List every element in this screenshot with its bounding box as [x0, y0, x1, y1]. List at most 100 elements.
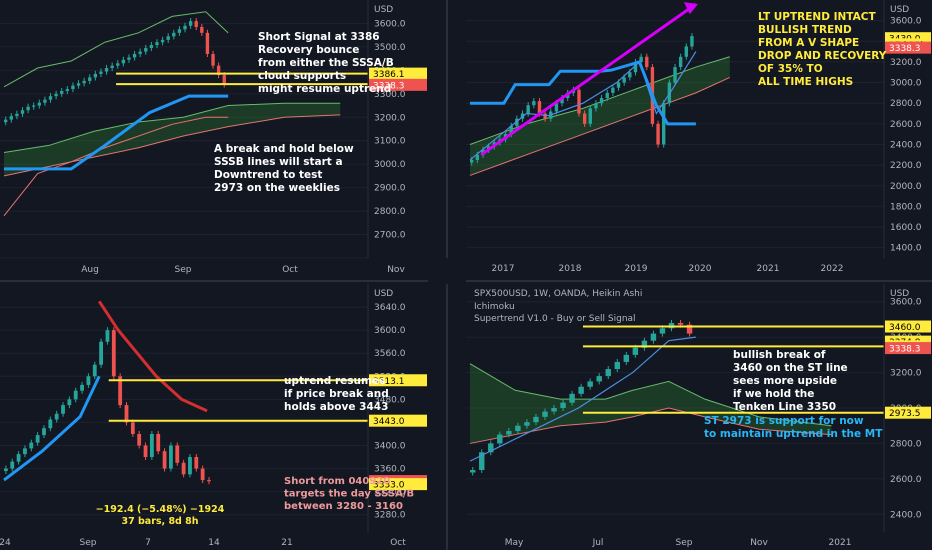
candle-body — [181, 462, 186, 475]
price-tag — [369, 67, 427, 80]
cloud-span-a — [3, 102, 341, 153]
candle-body — [582, 113, 587, 124]
candle-body — [124, 405, 129, 423]
candle-body — [506, 431, 512, 435]
candle-body — [475, 154, 480, 160]
candle-body — [678, 56, 683, 68]
candle-body — [222, 75, 226, 85]
candle-body — [172, 32, 176, 37]
y-tick-label: 3600.0 — [890, 298, 922, 308]
candle-body — [143, 445, 148, 458]
tenkan-line — [469, 336, 696, 462]
candle-body — [16, 454, 21, 462]
annotation-line: A break and hold below — [214, 143, 354, 155]
candle-body — [605, 369, 611, 377]
annotation-line: Tenken Line 3350 — [733, 401, 836, 413]
candle-body — [605, 92, 609, 99]
lower-band-line — [3, 116, 229, 217]
y-tick-label: 3500.0 — [374, 43, 406, 53]
candle-body — [479, 452, 485, 470]
candle-body — [554, 103, 559, 112]
ichimoku-cloud — [470, 363, 832, 444]
candle-body — [116, 63, 120, 66]
annotation-line: 3460 on the ST line — [733, 362, 848, 374]
x-tick-label: Aug — [81, 265, 99, 275]
candle-body — [118, 376, 123, 406]
candle-body — [32, 105, 36, 107]
y-tick-label: 2600.0 — [890, 120, 922, 130]
chart-title: SPX500USD, 1W, OANDA, Heikin Ashi — [474, 289, 642, 299]
candle-body — [641, 340, 648, 348]
candle-body — [551, 408, 557, 412]
candle-body — [650, 333, 657, 341]
candle-body — [211, 53, 215, 66]
x-tick-label: 7 — [145, 538, 151, 548]
price-tag — [885, 406, 931, 419]
annotation-line: −192.4 (−5.48%) −1924 — [96, 504, 225, 515]
candle-body — [543, 113, 547, 119]
candle-body — [54, 413, 59, 420]
x-tick-label: 14 — [208, 538, 220, 548]
y-unit-label: USD — [890, 289, 909, 299]
price-tag-label: 3338.3 — [889, 345, 921, 355]
candle-body — [9, 116, 13, 120]
candle-body — [93, 73, 98, 78]
price-tag — [885, 320, 931, 333]
tenkan-line — [469, 51, 697, 161]
x-tick-label: 2017 — [492, 264, 515, 274]
price-tag-label: 3443.0 — [373, 417, 405, 427]
price-tag — [885, 342, 931, 355]
annotation-line: DROP AND RECOVERY — [758, 50, 887, 62]
candle-body — [488, 443, 494, 453]
y-tick-label: 3400.0 — [374, 441, 406, 451]
annotation-line: sees more upside — [733, 375, 837, 387]
upper-band-line — [3, 11, 229, 88]
indicator-label: Supertrend V1.0 - Buy or Sell Signal — [474, 314, 636, 324]
candle-body — [105, 330, 110, 342]
annotation-line: Short from 040920 — [284, 476, 390, 487]
y-tick-label: 3640.0 — [374, 303, 406, 313]
candle-body — [155, 42, 159, 46]
price-tag — [369, 78, 427, 91]
annotation-line: between 3280 - 3160 — [284, 501, 403, 512]
candle-body — [29, 442, 34, 449]
ichimoku-cloud — [470, 56, 730, 176]
price-tag — [369, 374, 427, 387]
y-tick-label: 3320.0 — [374, 488, 406, 498]
candle-body — [656, 123, 660, 145]
candle-body — [121, 59, 126, 64]
candle-body — [596, 376, 602, 382]
annotation-line: cloud supports — [258, 70, 346, 82]
candle-body — [110, 65, 114, 69]
annotation-line: ALL TIME HIGHS — [758, 76, 853, 88]
y-tick-label: 1400.0 — [890, 244, 922, 254]
candle-body — [542, 411, 548, 417]
y-unit-label: USD — [374, 289, 393, 299]
price-tag-label: 3338.3 — [373, 81, 405, 91]
candle-body — [207, 480, 211, 482]
annotation-line: BULLISH TREND — [758, 24, 852, 36]
annotation-line: LT UPTREND INTACT — [758, 11, 876, 23]
y-tick-label: 3000.0 — [374, 160, 406, 170]
candle-body — [160, 39, 165, 43]
candle-body — [183, 25, 187, 30]
x-tick-label: 2021 — [829, 538, 852, 548]
candle-body — [622, 77, 626, 83]
annotation-line: SSSB lines will start a — [214, 156, 343, 168]
candle-body — [130, 422, 135, 434]
candle-body — [43, 99, 47, 103]
candle-body — [65, 89, 70, 92]
price-tag-label: 3513.1 — [373, 377, 405, 387]
y-tick-label: 2800.0 — [890, 439, 922, 449]
annotation-line: FROM A V SHAPE — [758, 37, 859, 49]
candle-body — [509, 125, 513, 135]
candle-body — [92, 364, 97, 377]
supertrend-up-line — [3, 375, 101, 482]
candle-body — [177, 29, 182, 33]
x-tick-label: Nov — [750, 538, 768, 548]
candle-body — [515, 425, 521, 432]
cloud-span-a — [469, 363, 832, 427]
y-tick-label: 1600.0 — [890, 223, 922, 233]
candle-body — [144, 48, 148, 52]
